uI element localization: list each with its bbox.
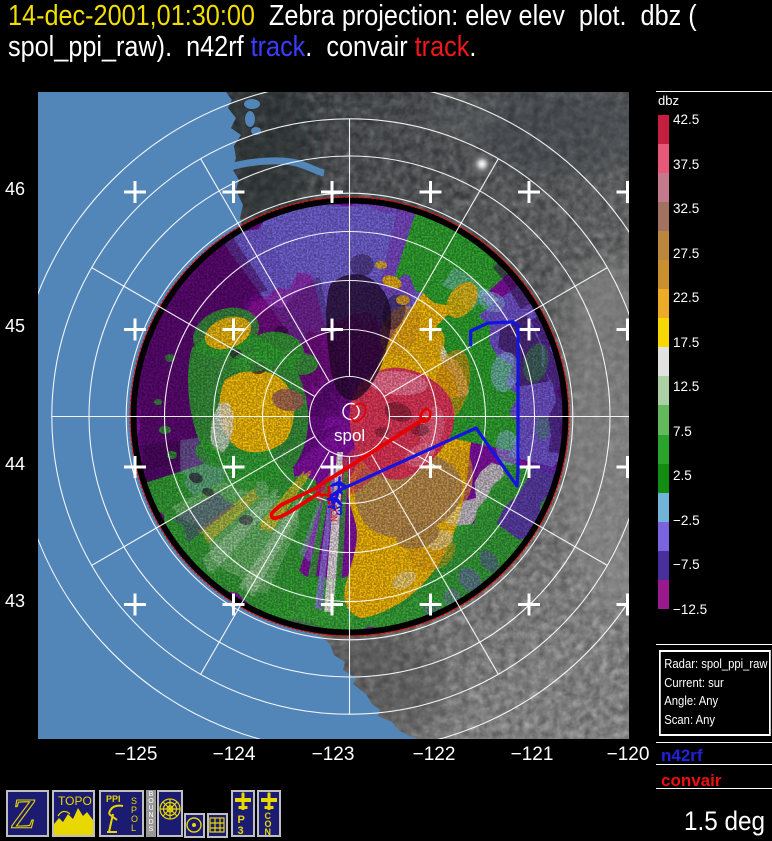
svg-text:spol: spol bbox=[334, 426, 365, 445]
svg-text:CON: CON bbox=[329, 504, 338, 522]
svg-text:3: 3 bbox=[238, 825, 244, 835]
svg-text:O: O bbox=[265, 819, 272, 829]
svg-text:C: C bbox=[265, 811, 272, 821]
svg-text:P: P bbox=[131, 805, 137, 815]
svg-text:L: L bbox=[131, 823, 136, 833]
svg-text:O: O bbox=[131, 814, 138, 824]
svg-text:PPI: PPI bbox=[106, 794, 121, 804]
svg-text:TOPO: TOPO bbox=[58, 794, 92, 808]
svg-text:N: N bbox=[265, 827, 272, 835]
svg-text:3: 3 bbox=[336, 504, 343, 518]
svg-text:S: S bbox=[131, 796, 137, 806]
svg-text:Z: Z bbox=[11, 792, 35, 835]
svg-text:P: P bbox=[238, 814, 245, 826]
